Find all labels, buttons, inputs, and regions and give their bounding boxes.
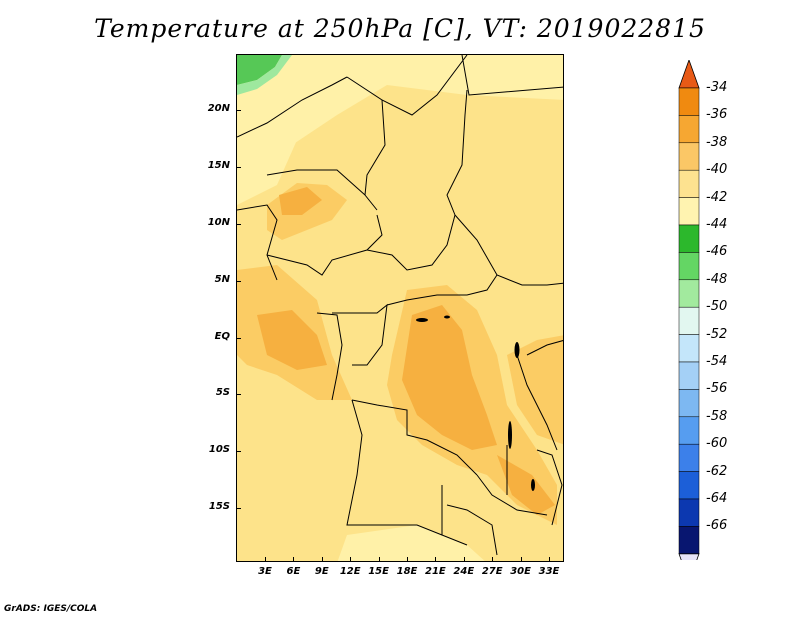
colorbar-label: -46 [706,244,728,260]
lat-tick [236,281,241,282]
lon-tick [463,557,465,562]
lat-tick [236,338,241,339]
colorbar-label: -52 [706,326,728,342]
lat-label-5n: 5N [214,274,230,285]
lon-tick [435,557,437,562]
colorbar-swatch [678,169,700,198]
colorbar-swatch [678,87,700,116]
lat-tick [236,394,241,395]
colorbar-bottom-arrow [678,553,700,560]
colorbar-swatch [678,498,700,527]
lon-label-21e: 21E [425,566,446,577]
colorbar-swatch [678,279,700,308]
lat-tick [236,224,241,225]
lon-tick [407,557,408,562]
country-borders [237,55,563,556]
colorbar-swatch [678,252,700,281]
colorbar-swatch [678,389,700,418]
lon-tick [265,557,266,562]
lat-label-15s: 15S [208,501,230,512]
lon-tick [378,557,380,562]
lon-tick [492,557,494,562]
lon-label-30e: 30E [510,566,531,577]
lon-tick [293,557,295,562]
colorbar-swatch [678,334,700,363]
colorbar-swatch [678,142,700,171]
colorbar [678,60,700,560]
lon-label-27e: 27E [481,566,503,577]
colorbar-swatch [678,115,700,144]
lon-tick [321,557,323,562]
lat-label-20n: 20N [207,103,230,114]
colorbar-label: -66 [706,518,728,534]
lon-tick [350,557,352,562]
colorbar-swatch [678,197,700,226]
colorbar-top-arrow [678,60,700,89]
lon-label-9e: 9E [314,566,329,577]
colorbar-label: -42 [706,189,728,205]
lon-label-18e: 18E [396,566,418,577]
colorbar-label: -44 [706,217,728,232]
field-north-light-2 [237,140,297,205]
field-north-light [237,55,563,175]
lat-tick [236,508,241,509]
colorbar-swatch [678,471,700,500]
colorbar-label: -48 [706,271,728,287]
colorbar-label: -56 [706,381,728,397]
lon-label-15e: 15E [368,566,389,577]
colorbar-swatch [678,306,700,335]
lat-label-5s: 5S [215,387,230,398]
colorbar-swatch [678,526,700,555]
lat-label-15n: 15N [207,160,230,171]
colorbar-swatch [678,224,700,253]
lon-label-24e: 24E [453,566,475,577]
lakes [416,315,535,491]
colorbar-label: -34 [706,80,728,95]
map-title: Temperature at 250hPa [C], VT: 201902281… [94,14,706,43]
lat-label-eq: EQ [214,331,230,342]
map-canvas [237,55,563,561]
colorbar-label: -40 [706,162,728,178]
colorbar-label: -38 [706,134,728,150]
lon-tick [549,557,550,562]
lat-tick [236,451,241,452]
lat-label-10s: 10S [208,444,230,455]
lon-tick [520,557,522,562]
colorbar-label: -54 [706,354,728,369]
lat-label-10n: 10N [207,217,230,228]
lat-tick [236,167,241,168]
lon-label-6e: 6E [286,566,301,577]
field-south-light [337,525,485,561]
lon-label-12e: 12E [339,566,361,577]
field-orange-southeast [497,455,555,515]
field-green-patch-light [237,55,292,95]
colorbar-swatch [678,416,700,445]
lon-label-33e: 33E [538,566,560,577]
grads-credit: GrADS: IGES/COLA [4,604,98,614]
colorbar-label: -60 [706,436,728,452]
field-orange-north [279,187,322,215]
colorbar-label: -50 [706,299,728,315]
field-gold-east [507,335,563,445]
field-orange-westcoast [257,310,327,370]
colorbar-label: -36 [706,107,728,123]
field-orange-congo [402,305,497,450]
colorbar-label: -64 [706,491,728,506]
lat-tick [236,110,241,111]
colorbar-swatch [678,443,700,472]
field-green-patch [237,55,282,85]
colorbar-swatch [678,361,700,390]
lon-label-3e: 3E [258,566,272,577]
temperature-map [236,54,564,562]
colorbar-label: -58 [706,408,728,424]
colorbar-label: -62 [706,463,728,479]
